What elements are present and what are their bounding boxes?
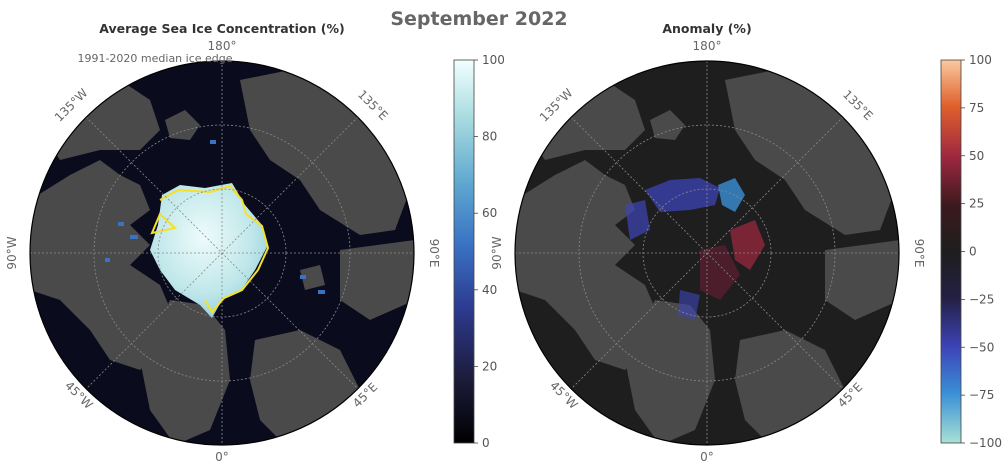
anomaly-panel: Anomaly (%) <box>490 21 1002 464</box>
concentration-colorbar-ticks: 0 20 40 60 80 100 <box>474 53 505 450</box>
ice-fragments <box>105 140 325 294</box>
lon-label-180: 180° <box>693 39 722 53</box>
colorbar-tick-label: −75 <box>969 388 994 402</box>
anomaly-colorbar-scale <box>940 59 962 444</box>
colorbar-tick-label: −25 <box>969 292 994 306</box>
anomaly-map <box>515 61 899 445</box>
anomaly-colorbar-ticks: 100 75 50 25 0 −25 −50 −75 −100 <box>961 53 1002 450</box>
colorbar-tick-label: 0 <box>482 436 490 450</box>
anomaly-colorbar: 100 75 50 25 0 −25 −50 −75 −100 <box>940 53 1002 450</box>
lon-label-90w: 90°W <box>5 236 19 269</box>
concentration-map <box>30 61 414 445</box>
map-grid <box>515 61 899 445</box>
concentration-panel: Average Sea Ice Concentration (%) <box>5 21 505 464</box>
colorbar-tick-label: 40 <box>482 283 497 297</box>
lon-label-0: 0° <box>700 450 714 464</box>
colorbar-tick-label: 75 <box>969 101 984 115</box>
lon-label-90e: 90°E <box>427 239 441 268</box>
map-grid <box>30 61 414 445</box>
concentration-colorbar: 0 20 40 60 80 100 <box>453 53 505 450</box>
sea-ice-extent <box>150 183 268 318</box>
lon-label-135e: 135°E <box>355 87 391 123</box>
lon-label-90w: 90°W <box>490 236 504 269</box>
colorbar-tick-label: −100 <box>969 436 1002 450</box>
colorbar-tick-label: 50 <box>969 149 984 163</box>
figure-title: September 2022 <box>390 8 567 30</box>
colorbar-tick-label: 100 <box>969 53 992 67</box>
median-ice-edge-label: 1991-2020 median ice edge <box>77 52 232 65</box>
lon-label-0: 0° <box>215 450 229 464</box>
concentration-panel-title: Average Sea Ice Concentration (%) <box>99 21 344 36</box>
map-border <box>29 60 415 446</box>
colorbar-tick-label: 0 <box>969 245 977 259</box>
lon-label-90e: 90°E <box>912 239 926 268</box>
colorbar-tick-label: 100 <box>482 53 505 67</box>
lon-label-135e: 135°E <box>840 87 876 123</box>
colorbar-tick-label: 25 <box>969 197 984 211</box>
map-border <box>514 60 900 446</box>
colorbar-tick-label: −50 <box>969 340 994 354</box>
concentration-colorbar-scale <box>453 59 475 444</box>
lon-label-180: 180° <box>208 39 237 53</box>
colorbar-tick-label: 20 <box>482 359 497 373</box>
anomaly-panel-title: Anomaly (%) <box>662 21 751 36</box>
colorbar-tick-label: 60 <box>482 206 497 220</box>
colorbar-tick-label: 80 <box>482 130 497 144</box>
median-ice-edge <box>150 184 270 314</box>
anomaly-patches <box>625 178 765 320</box>
